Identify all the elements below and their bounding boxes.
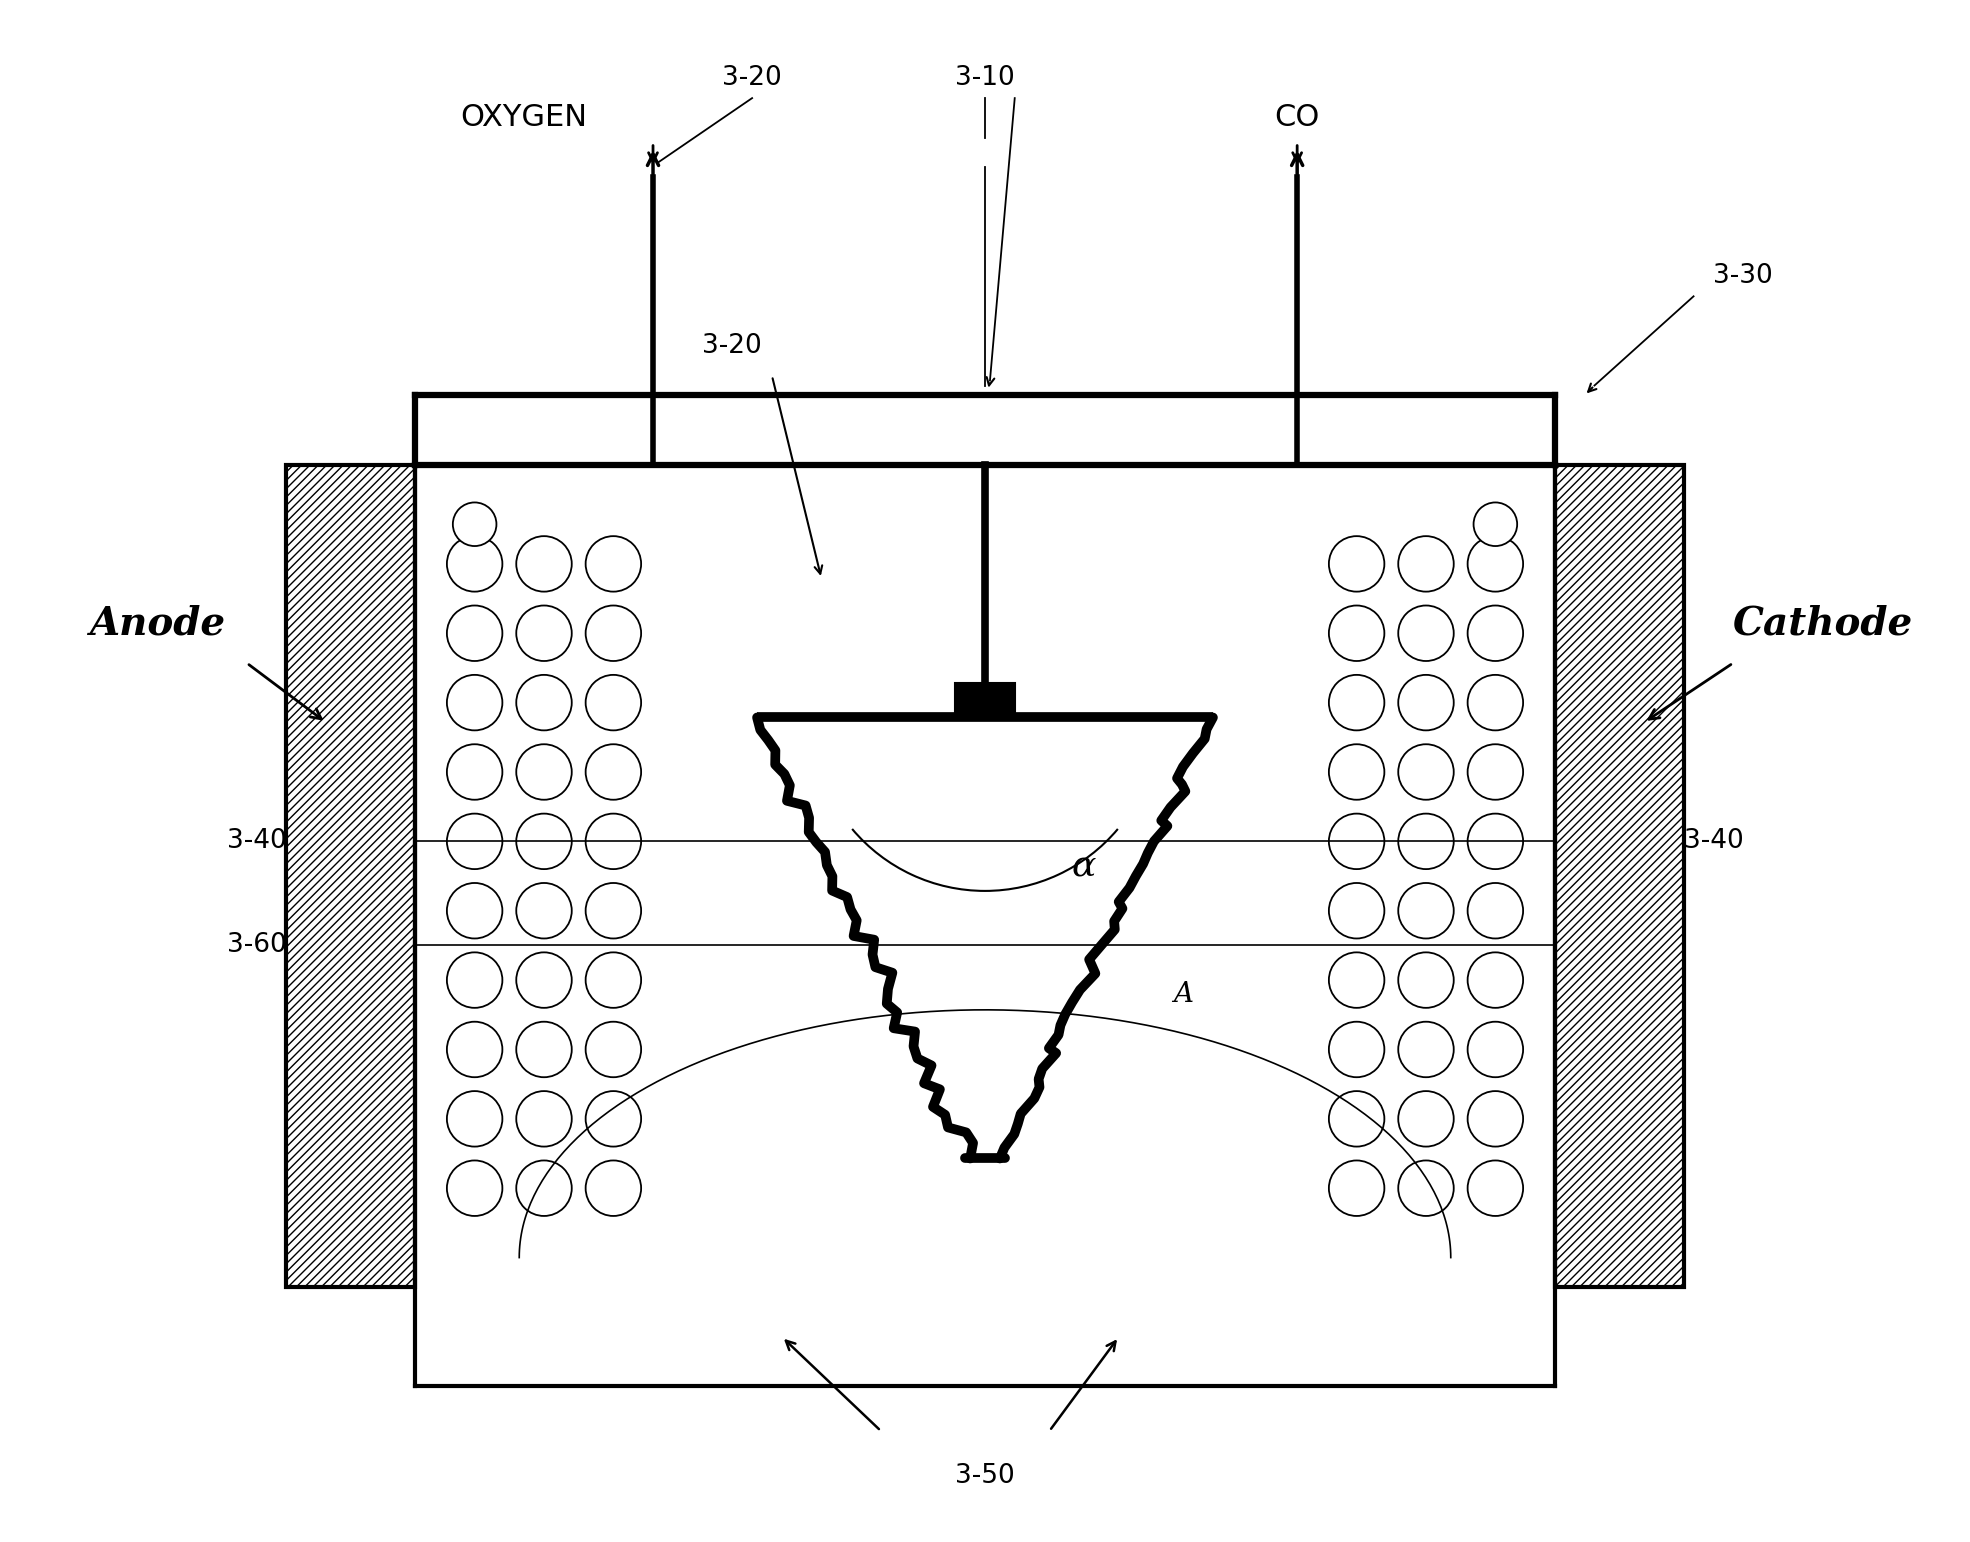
- Circle shape: [1468, 884, 1523, 939]
- Circle shape: [1330, 606, 1385, 662]
- Circle shape: [585, 1092, 640, 1147]
- Circle shape: [1330, 953, 1385, 1008]
- Circle shape: [516, 1161, 571, 1217]
- Circle shape: [1399, 953, 1454, 1008]
- Text: Anode: Anode: [89, 604, 227, 643]
- Circle shape: [1468, 537, 1523, 592]
- Text: CO: CO: [1275, 103, 1320, 133]
- Text: 3-30: 3-30: [1714, 264, 1773, 290]
- Circle shape: [1468, 1092, 1523, 1147]
- Circle shape: [1399, 884, 1454, 939]
- Bar: [955, 683, 1015, 717]
- Circle shape: [1399, 675, 1454, 731]
- Circle shape: [1399, 814, 1454, 870]
- Text: 3-60: 3-60: [227, 933, 286, 959]
- Circle shape: [516, 675, 571, 731]
- Circle shape: [1468, 1161, 1523, 1217]
- Circle shape: [447, 675, 502, 731]
- Circle shape: [1330, 1092, 1385, 1147]
- Text: α: α: [1072, 850, 1095, 884]
- Circle shape: [447, 745, 502, 800]
- Circle shape: [1468, 1022, 1523, 1078]
- Circle shape: [1468, 953, 1523, 1008]
- Circle shape: [1330, 537, 1385, 592]
- Bar: [286, 464, 416, 1288]
- Circle shape: [1468, 745, 1523, 800]
- Circle shape: [447, 1092, 502, 1147]
- Circle shape: [1468, 814, 1523, 870]
- Bar: [1554, 464, 1684, 1288]
- Text: 3-20: 3-20: [723, 65, 782, 91]
- Circle shape: [585, 606, 640, 662]
- Text: Cathode: Cathode: [1732, 604, 1913, 643]
- Circle shape: [1330, 814, 1385, 870]
- Circle shape: [447, 814, 502, 870]
- Circle shape: [1330, 884, 1385, 939]
- Circle shape: [1330, 745, 1385, 800]
- Circle shape: [585, 675, 640, 731]
- Text: 3-40: 3-40: [227, 828, 286, 854]
- Circle shape: [516, 953, 571, 1008]
- Circle shape: [585, 953, 640, 1008]
- Text: A: A: [1174, 981, 1194, 1008]
- Circle shape: [516, 814, 571, 870]
- Circle shape: [447, 606, 502, 662]
- Circle shape: [453, 503, 496, 546]
- Circle shape: [585, 1022, 640, 1078]
- Text: 3-40: 3-40: [1684, 828, 1743, 854]
- Circle shape: [447, 953, 502, 1008]
- Circle shape: [516, 1022, 571, 1078]
- Circle shape: [585, 1161, 640, 1217]
- Circle shape: [585, 884, 640, 939]
- Circle shape: [447, 1161, 502, 1217]
- Circle shape: [585, 537, 640, 592]
- Circle shape: [1399, 606, 1454, 662]
- Text: 3-20: 3-20: [703, 333, 762, 359]
- Circle shape: [1468, 675, 1523, 731]
- Circle shape: [516, 1092, 571, 1147]
- Text: 3-10: 3-10: [955, 65, 1015, 91]
- Circle shape: [447, 884, 502, 939]
- Bar: [286, 464, 416, 1288]
- Circle shape: [1399, 1161, 1454, 1217]
- Text: 3-50: 3-50: [955, 1463, 1015, 1488]
- Circle shape: [585, 745, 640, 800]
- Circle shape: [1330, 1022, 1385, 1078]
- Circle shape: [585, 814, 640, 870]
- Text: OXYGEN: OXYGEN: [461, 103, 587, 133]
- Circle shape: [1399, 1022, 1454, 1078]
- Circle shape: [516, 745, 571, 800]
- Circle shape: [1468, 606, 1523, 662]
- Circle shape: [1399, 537, 1454, 592]
- Circle shape: [447, 537, 502, 592]
- Circle shape: [516, 884, 571, 939]
- Bar: [1554, 464, 1684, 1288]
- Circle shape: [447, 1022, 502, 1078]
- Circle shape: [1474, 503, 1517, 546]
- Circle shape: [1399, 1092, 1454, 1147]
- Circle shape: [1330, 1161, 1385, 1217]
- Circle shape: [516, 606, 571, 662]
- Circle shape: [1399, 745, 1454, 800]
- Circle shape: [1330, 675, 1385, 731]
- Circle shape: [516, 537, 571, 592]
